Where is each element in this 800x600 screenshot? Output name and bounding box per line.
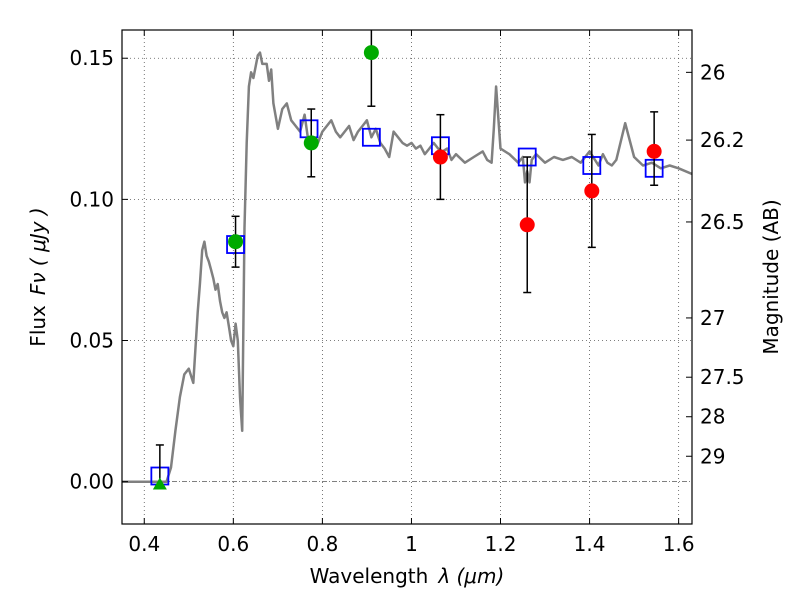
tick-labels: 0.4 0.6 0.8 1 1.2 1.4 1.6 0.00 0.05 0.10 0.15 26 26.… <box>69 46 744 556</box>
red-point <box>584 183 600 199</box>
red-point <box>646 143 662 159</box>
green-point <box>303 135 319 151</box>
x-tick-label: 1.2 <box>485 532 517 556</box>
y-axis-label: Flux Fν ( μJy ) <box>26 207 50 346</box>
x-axis-label-symbol: λ (μm) <box>437 564 504 588</box>
right-tick-label: 26.5 <box>700 210 745 234</box>
y-tick-label: 0.05 <box>69 329 114 353</box>
x-tick-label: 0.8 <box>306 532 338 556</box>
right-axis-label: Magnitude (AB) <box>759 199 783 354</box>
right-tick-label: 26 <box>700 60 725 84</box>
gridlines <box>122 30 692 524</box>
green-triangle-point <box>152 477 167 490</box>
x-axis-label: Wavelength λ (μm) <box>310 564 505 588</box>
x-tick-label: 1 <box>405 532 418 556</box>
x-axis-label-word: Wavelength <box>310 564 429 588</box>
x-tick-label: 1.6 <box>663 532 695 556</box>
y-tick-label: 0.15 <box>69 46 114 70</box>
points-layer <box>150 30 664 490</box>
right-tick-label: 28 <box>700 405 725 429</box>
red-point <box>519 217 535 233</box>
x-tick-label: 0.4 <box>128 532 160 556</box>
right-tick-label: 26.2 <box>700 128 745 152</box>
right-tick-label: 29 <box>700 444 725 468</box>
green-point <box>228 234 244 250</box>
model-square-point <box>361 127 381 147</box>
plot-frame <box>121 29 693 525</box>
model-layer <box>122 51 692 483</box>
green-point <box>363 45 379 61</box>
right-tick-label: 27.5 <box>700 365 745 389</box>
y-tick-label: 0.10 <box>69 187 114 211</box>
y-tick-label: 0.00 <box>69 470 114 494</box>
red-point <box>432 149 448 165</box>
x-tick-label: 1.4 <box>574 532 606 556</box>
axis-ticks <box>122 30 692 524</box>
y-axis-label-word: Flux <box>26 305 50 347</box>
y-axis-label-symbol: Fν ( μJy ) <box>26 207 50 295</box>
x-tick-label: 0.6 <box>217 532 249 556</box>
model-spectrum-line <box>122 51 692 483</box>
right-tick-label: 27 <box>700 306 725 330</box>
